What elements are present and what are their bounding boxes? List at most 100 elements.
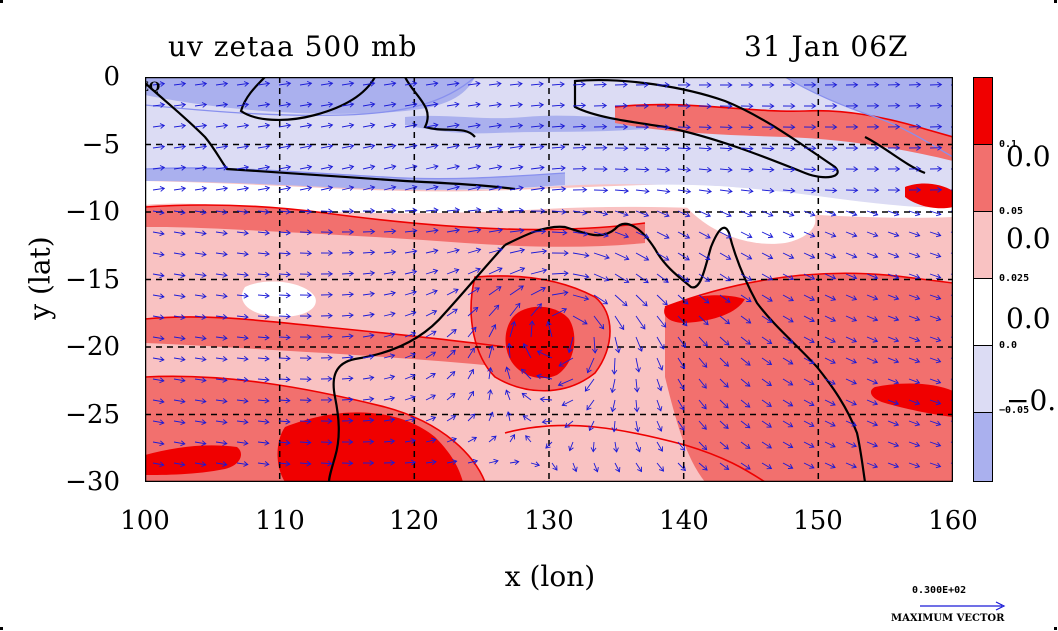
wind-vector bbox=[719, 441, 729, 450]
wind-vector-head bbox=[369, 311, 375, 318]
wind-vector-head bbox=[264, 397, 270, 404]
wind-vector bbox=[761, 294, 773, 302]
wind-vector-head bbox=[306, 101, 313, 108]
equator-label: EQ bbox=[145, 80, 160, 95]
wind-vector-head bbox=[582, 209, 588, 216]
wind-vector bbox=[194, 231, 207, 235]
wind-vector-head bbox=[306, 80, 313, 87]
wind-vector-head bbox=[914, 441, 921, 448]
wind-vector-head bbox=[582, 319, 588, 325]
wind-vector-head bbox=[586, 367, 592, 374]
vector-scale-arrow bbox=[920, 601, 1006, 611]
wind-vector-head bbox=[809, 211, 816, 217]
wind-vector bbox=[824, 462, 836, 468]
wind-vector bbox=[299, 187, 312, 191]
wind-vector-head bbox=[702, 341, 708, 347]
wind-vector bbox=[824, 420, 836, 427]
wind-vector bbox=[236, 124, 249, 128]
wind-vector-head bbox=[180, 165, 187, 171]
wind-vector-head bbox=[664, 233, 670, 239]
wind-vector bbox=[362, 145, 375, 149]
wind-vector bbox=[719, 315, 730, 325]
wind-vector bbox=[740, 168, 753, 171]
wind-vector bbox=[586, 399, 595, 411]
wind-vector-head bbox=[914, 462, 921, 469]
wind-vector-head bbox=[159, 440, 165, 447]
wind-vector-head bbox=[306, 418, 312, 425]
wind-vector bbox=[467, 186, 481, 191]
wind-vector-head bbox=[680, 363, 686, 370]
wind-vector-head bbox=[914, 252, 921, 259]
wind-vector-head bbox=[180, 230, 186, 237]
wind-vector bbox=[530, 230, 546, 233]
wind-vector-head bbox=[622, 102, 629, 109]
wind-vector-head bbox=[453, 268, 460, 274]
wind-vector bbox=[803, 315, 815, 322]
wind-vector bbox=[194, 145, 207, 149]
wind-vector bbox=[467, 287, 480, 296]
wind-vector bbox=[656, 252, 669, 261]
wind-vector bbox=[404, 250, 417, 254]
wind-vector bbox=[215, 145, 228, 149]
wind-vector bbox=[593, 83, 607, 86]
wind-vector-head bbox=[201, 440, 207, 447]
wind-vector-head bbox=[935, 399, 942, 406]
wind-vector-head bbox=[519, 247, 526, 254]
wind-vector-head bbox=[657, 426, 663, 432]
wind-vector-head bbox=[496, 143, 503, 150]
wind-vector bbox=[719, 273, 731, 282]
wind-vector bbox=[278, 124, 291, 128]
wind-vector-head bbox=[657, 385, 663, 392]
wind-vector-head bbox=[914, 210, 921, 217]
wind-vector bbox=[173, 124, 186, 128]
wind-vector-head bbox=[222, 314, 228, 320]
wind-vector bbox=[761, 462, 772, 469]
wind-vector bbox=[383, 186, 396, 191]
wind-vector bbox=[908, 210, 920, 216]
wind-vector-head bbox=[705, 255, 711, 261]
wind-vector-head bbox=[790, 187, 796, 194]
wind-vector bbox=[525, 435, 532, 443]
wind-vector-head bbox=[370, 101, 376, 108]
wind-vector-head bbox=[561, 208, 567, 215]
wind-vector-head bbox=[348, 375, 354, 382]
wind-vector bbox=[845, 210, 857, 216]
wind-vector bbox=[761, 147, 774, 150]
wind-vector bbox=[173, 441, 185, 445]
wind-vector-head bbox=[874, 102, 880, 109]
wind-vector-head bbox=[832, 187, 838, 194]
wind-vector bbox=[278, 210, 291, 213]
wind-vector-head bbox=[159, 165, 166, 171]
wind-vector-head bbox=[830, 316, 837, 322]
wind-vector bbox=[562, 399, 574, 406]
wind-vector-head bbox=[664, 82, 670, 88]
wind-vector-head bbox=[454, 227, 461, 234]
wind-vector-head bbox=[767, 275, 774, 281]
wind-vector-head bbox=[788, 232, 795, 238]
wind-vector-head bbox=[830, 274, 837, 280]
wind-vector bbox=[698, 231, 711, 239]
wind-vector-head bbox=[563, 270, 569, 277]
wind-vector-head bbox=[514, 459, 520, 466]
wind-vector bbox=[362, 355, 374, 359]
wind-vector bbox=[467, 391, 474, 401]
wind-vector-head bbox=[766, 380, 772, 386]
wind-vector bbox=[656, 231, 670, 239]
wind-vector bbox=[803, 210, 815, 216]
wind-vector-head bbox=[370, 228, 376, 235]
wind-vector-head bbox=[851, 400, 857, 406]
wind-vector bbox=[761, 231, 773, 238]
wind-vector bbox=[568, 336, 574, 353]
wind-vector bbox=[446, 371, 456, 380]
wind-vector-head bbox=[475, 101, 481, 108]
wind-vector-head bbox=[745, 381, 751, 387]
wind-vector-head bbox=[788, 296, 794, 302]
wind-vector-head bbox=[769, 187, 775, 194]
wind-vector bbox=[236, 166, 249, 170]
wind-vector-head bbox=[893, 379, 900, 385]
wind-vector bbox=[824, 210, 836, 216]
x-tick-label: 150 bbox=[793, 506, 843, 536]
wind-vector bbox=[509, 166, 523, 170]
wind-vector-head bbox=[586, 405, 592, 411]
wind-vector-head bbox=[264, 439, 270, 446]
